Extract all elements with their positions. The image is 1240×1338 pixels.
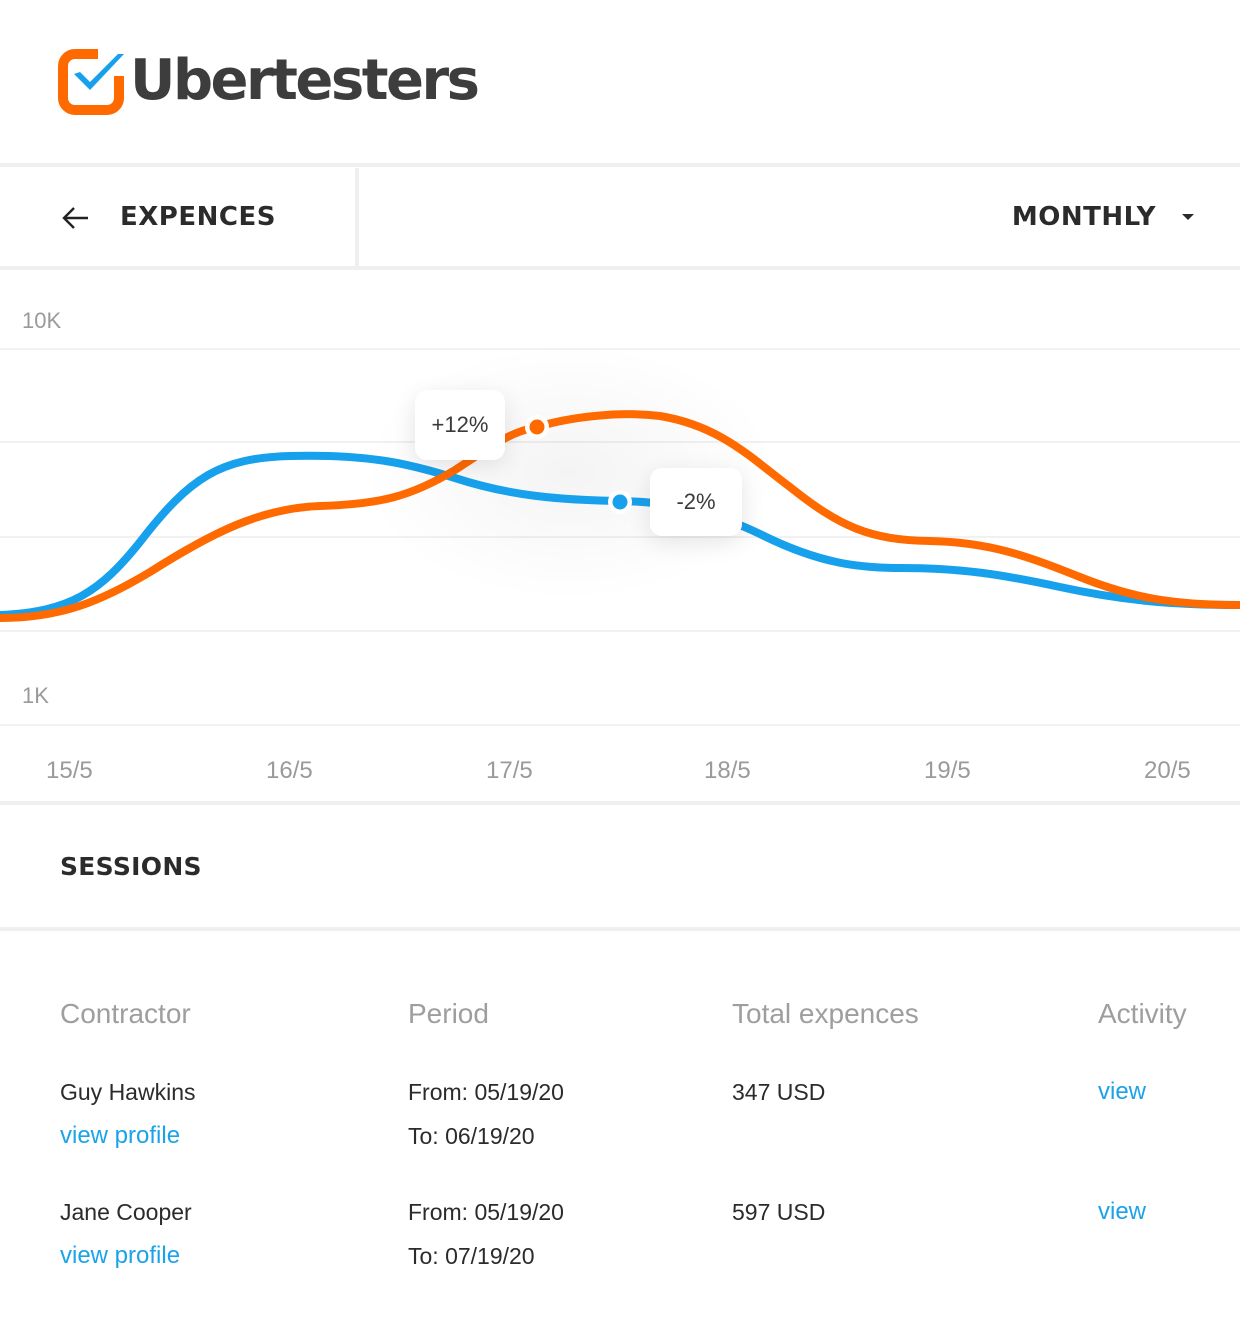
divider: [355, 168, 359, 268]
period-from: From: 05/19/20: [408, 1199, 564, 1225]
section-title: SESSIONS: [60, 852, 202, 881]
column-header-total: Total expences: [732, 998, 919, 1029]
series-orange-line: [0, 410, 1240, 622]
period-to: To: 07/19/20: [408, 1243, 535, 1269]
view-activity-link[interactable]: view: [1098, 1198, 1147, 1225]
series-blue-line: [0, 451, 1240, 619]
gridline: [0, 441, 1240, 443]
arrow-left-icon: [62, 207, 88, 229]
column-header-activity: Activity: [1098, 998, 1187, 1029]
tooltip-orange: +12%: [415, 390, 505, 460]
contractor-name: Jane Cooper: [60, 1199, 192, 1225]
x-axis-label: 17/5: [486, 757, 533, 784]
total-expences: 347 USD: [732, 1079, 826, 1105]
x-axis-label: 15/5: [46, 757, 93, 784]
caret-down-icon: [1182, 214, 1194, 220]
divider: [0, 163, 1240, 167]
gridline: [0, 724, 1240, 726]
line-plot: [0, 410, 1240, 622]
brand-name: Ubertesters: [130, 48, 480, 113]
x-axis-label: 16/5: [266, 757, 313, 784]
divider: [0, 927, 1240, 931]
tooltip-blue: -2%: [650, 468, 742, 536]
x-axis-label: 20/5: [1144, 757, 1191, 784]
view-profile-link[interactable]: view profile: [60, 1122, 181, 1149]
period-selected: MONTHLY: [1011, 202, 1156, 232]
period-dropdown[interactable]: MONTHLY: [1012, 202, 1194, 232]
logo: Ubertesters: [58, 46, 480, 116]
column-header-period: Period: [408, 998, 489, 1029]
x-axis-label: 18/5: [704, 757, 751, 784]
period-from: From: 05/19/20: [408, 1079, 564, 1105]
gridline: [0, 536, 1240, 538]
y-axis-label-top: 10K: [22, 308, 62, 333]
total-expences: 597 USD: [732, 1199, 826, 1225]
back-button[interactable]: [60, 203, 92, 233]
header: Ubertesters: [0, 0, 1240, 164]
page-title: EXPENCES: [120, 202, 276, 232]
contractor-name: Guy Hawkins: [60, 1079, 196, 1105]
x-axis-label: 19/5: [924, 757, 971, 784]
period-to: To: 06/19/20: [408, 1123, 535, 1149]
gridline: [0, 630, 1240, 632]
y-axis-label-bottom: 1K: [22, 683, 49, 708]
view-profile-link[interactable]: view profile: [60, 1242, 181, 1269]
divider: [0, 801, 1240, 805]
checkbox-logo-icon: [58, 46, 128, 116]
column-header-contractor: Contractor: [60, 998, 191, 1029]
divider: [0, 266, 1240, 270]
expenses-chart: 10K 1K +12% -2% 15/5 16/5 17/5 18/5 19/5…: [0, 272, 1240, 802]
gridline: [0, 348, 1240, 350]
view-activity-link[interactable]: view: [1098, 1078, 1147, 1105]
